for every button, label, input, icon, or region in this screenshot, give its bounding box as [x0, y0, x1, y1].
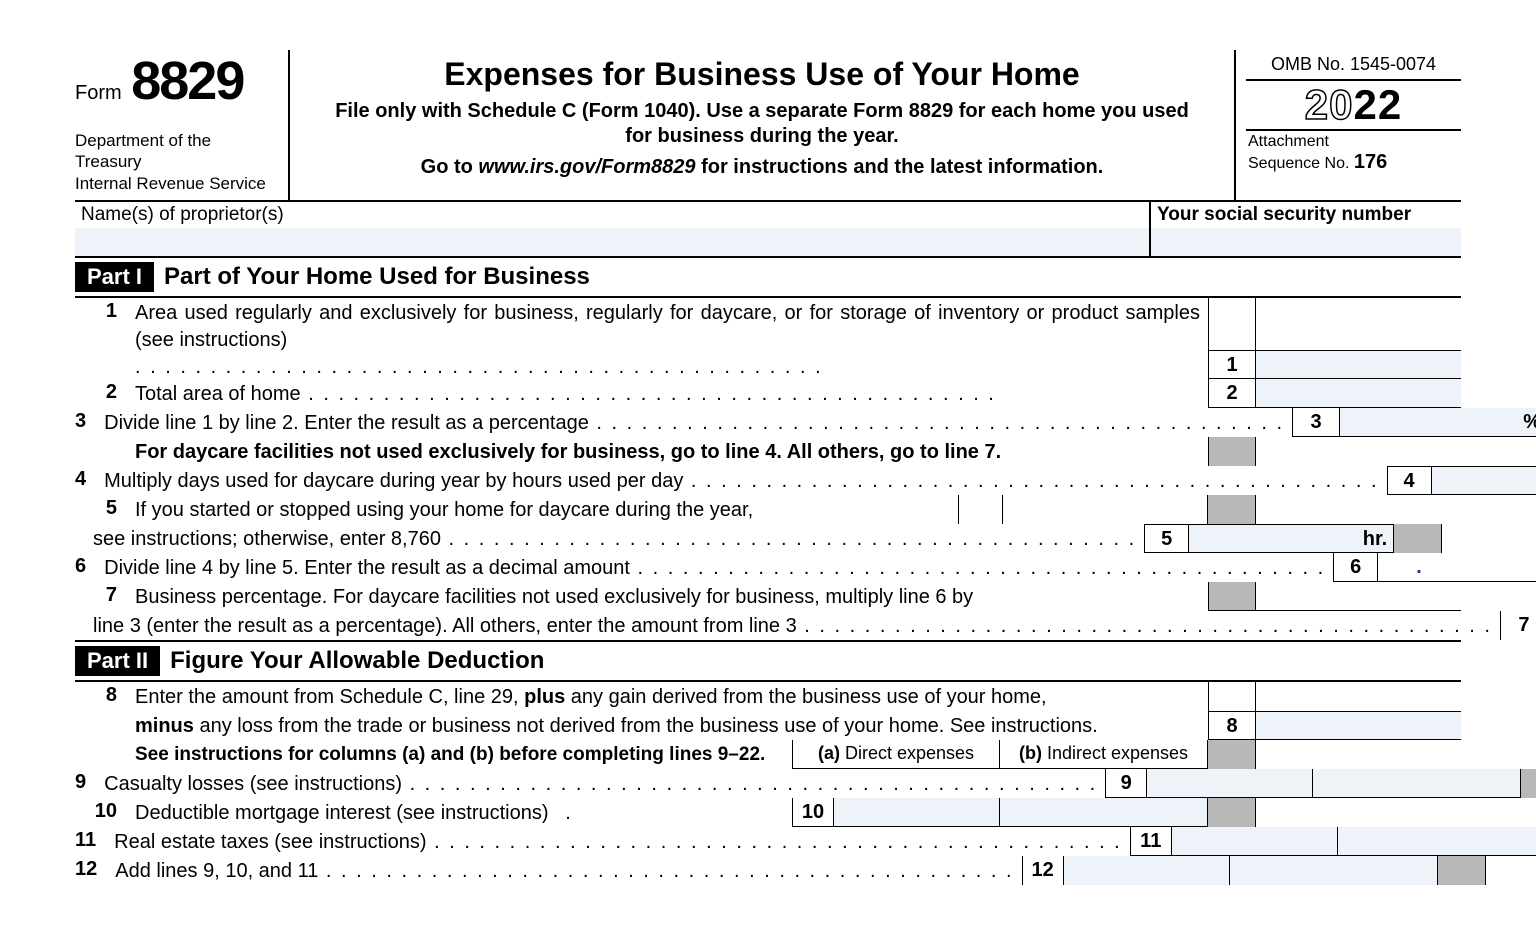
line-2: 2 Total area of home 2: [75, 379, 1461, 408]
line-5-text2: see instructions; otherwise, enter 8,760: [93, 524, 1144, 553]
line-9-col-a[interactable]: [1147, 769, 1313, 798]
ssn-field[interactable]: Your social security number: [1151, 202, 1461, 256]
daycare-note-row: For daycare facilities not used exclusiv…: [75, 437, 1461, 466]
line-6: 6 Divide line 4 by line 5. Enter the res…: [75, 553, 1461, 582]
line-8a: 8 Enter the amount from Schedule C, line…: [75, 682, 1461, 711]
part2-badge: Part II: [75, 646, 160, 676]
part1-title: Part of Your Home Used for Business: [164, 263, 590, 291]
line-6-text: Divide line 4 by line 5. Enter the resul…: [104, 553, 1333, 582]
line-9: 9 Casualty losses (see instructions) 9: [75, 769, 1461, 798]
ssn-label: Your social security number: [1151, 202, 1461, 228]
line-11-col-b[interactable]: [1338, 827, 1536, 856]
line-4: 4 Multiply days used for daycare during …: [75, 466, 1461, 495]
line-12-col-b[interactable]: [1230, 856, 1438, 885]
line-4-value[interactable]: hr.: [1432, 466, 1536, 495]
line-11: 11 Real estate taxes (see instructions) …: [75, 827, 1461, 856]
line-12-text: Add lines 9, 10, and 11: [115, 856, 1021, 885]
line-12: 12 Add lines 9, 10, and 11 12: [75, 856, 1461, 885]
line-5b: see instructions; otherwise, enter 8,760…: [75, 524, 1461, 553]
part2-header: Part II Figure Your Allowable Deduction: [75, 640, 1461, 682]
line-8-value[interactable]: [1256, 711, 1461, 740]
line-11-box-num: 11: [1130, 827, 1172, 856]
line-12-box-num: 12: [1022, 856, 1064, 885]
part1-header: Part I Part of Your Home Used for Busine…: [75, 258, 1461, 298]
line-5-box-num: 5: [1144, 524, 1189, 553]
line-5-text1: If you started or stopped using your hom…: [135, 495, 958, 524]
header-right: OMB No. 1545-0074 2022 Attachment Sequen…: [1236, 50, 1461, 200]
header-center: Expenses for Business Use of Your Home F…: [290, 50, 1236, 200]
line-7-text1: Business percentage. For daycare facilit…: [135, 582, 1208, 611]
line-3-box-num: 3: [1292, 408, 1340, 437]
line-10-col-b[interactable]: [1000, 798, 1208, 827]
line-10: 10 Deductible mortgage interest (see ins…: [75, 798, 1461, 827]
line-7a: 7 Business percentage. For daycare facil…: [75, 582, 1461, 611]
line-2-box-num: 2: [1208, 379, 1256, 408]
form-8829: Form 8829 Department of the Treasury Int…: [75, 50, 1461, 885]
col-b-header: (b) Indirect expenses: [1000, 740, 1208, 769]
line-9-box-num: 9: [1105, 769, 1147, 798]
line-11-text: Real estate taxes (see instructions): [114, 827, 1130, 856]
header-left: Form 8829 Department of the Treasury Int…: [75, 50, 290, 200]
form-number: 8829: [131, 50, 243, 112]
instruction-2: Go to www.irs.gov/Form8829 for instructi…: [302, 155, 1222, 180]
line-9-col-b[interactable]: [1313, 769, 1521, 798]
line-1-box-num: 1: [1208, 350, 1256, 379]
line-8-text: Enter the amount from Schedule C, line 2…: [135, 682, 1208, 711]
attachment-seq: Attachment Sequence No. 176: [1246, 131, 1461, 174]
line-3-value[interactable]: %: [1340, 408, 1536, 437]
line-2-value[interactable]: [1256, 379, 1461, 408]
line-7-text2: line 3 (enter the result as a percentage…: [93, 611, 1500, 640]
line-7b: line 3 (enter the result as a percentage…: [75, 611, 1461, 640]
line-8b: minus any loss from the trade or busines…: [75, 711, 1461, 740]
line-5a: 5 If you started or stopped using your h…: [75, 495, 1461, 524]
line-4-box-num: 4: [1387, 466, 1432, 495]
column-header-row: See instructions for columns (a) and (b)…: [75, 740, 1461, 769]
dept-treasury: Department of the Treasury: [75, 130, 278, 173]
line-10-col-a[interactable]: [834, 798, 1000, 827]
instruction-1: File only with Schedule C (Form 1040). U…: [302, 99, 1222, 149]
line-5-value[interactable]: hr.: [1189, 524, 1394, 553]
form-header: Form 8829 Department of the Treasury Int…: [75, 50, 1461, 202]
line-11-col-a[interactable]: [1172, 827, 1338, 856]
line-6-value[interactable]: .: [1378, 553, 1536, 582]
col-note: See instructions for columns (a) and (b)…: [135, 740, 792, 769]
line-1-value[interactable]: [1256, 350, 1461, 379]
line-12-col-a[interactable]: [1064, 856, 1230, 885]
line-3: 3 Divide line 1 by line 2. Enter the res…: [75, 408, 1461, 437]
part1-badge: Part I: [75, 262, 154, 292]
line-6-box-num: 6: [1333, 553, 1378, 582]
omb-number: OMB No. 1545-0074: [1246, 50, 1461, 81]
line-4-text: Multiply days used for daycare during ye…: [104, 466, 1386, 495]
line-7-box-num: 7: [1500, 611, 1536, 640]
proprietor-name-field[interactable]: Name(s) of proprietor(s): [75, 202, 1151, 256]
name-label: Name(s) of proprietor(s): [75, 202, 1149, 228]
part2-title: Figure Your Allowable Deduction: [170, 647, 544, 675]
line-8-box-num: 8: [1208, 711, 1256, 740]
daycare-note: For daycare facilities not used exclusiv…: [135, 437, 1208, 466]
line-9-text: Casualty losses (see instructions): [104, 769, 1105, 798]
line-10-box-num: 10: [792, 798, 834, 827]
form-word: Form: [75, 82, 122, 105]
form-title: Expenses for Business Use of Your Home: [302, 56, 1222, 93]
line-3-text: Divide line 1 by line 2. Enter the resul…: [104, 408, 1292, 437]
line-10-text: Deductible mortgage interest (see instru…: [135, 798, 792, 827]
tax-year: 2022: [1246, 81, 1461, 131]
dept-irs: Internal Revenue Service: [75, 173, 278, 194]
name-ssn-row: Name(s) of proprietor(s) Your social sec…: [75, 202, 1461, 258]
col-a-header: (a) Direct expenses: [792, 740, 1000, 769]
line-2-text: Total area of home: [135, 379, 1208, 408]
